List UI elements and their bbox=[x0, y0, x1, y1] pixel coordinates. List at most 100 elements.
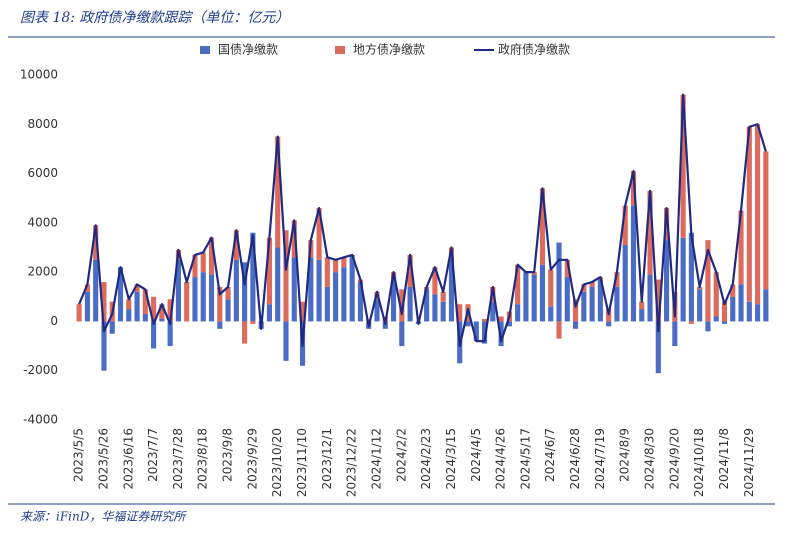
bar bbox=[349, 254, 355, 322]
bar bbox=[134, 291, 140, 322]
bar bbox=[697, 289, 703, 322]
bar bbox=[101, 321, 107, 371]
bar bbox=[531, 274, 537, 322]
bar bbox=[697, 286, 703, 290]
bar bbox=[275, 136, 281, 248]
bar bbox=[730, 296, 736, 322]
bar bbox=[539, 264, 546, 322]
y-tick-label: 2000 bbox=[27, 265, 58, 279]
bar bbox=[457, 304, 463, 322]
bar bbox=[117, 267, 124, 322]
bar bbox=[573, 321, 579, 329]
x-tick-label: 2024/2/23 bbox=[419, 428, 433, 490]
bar bbox=[713, 272, 719, 317]
bar bbox=[299, 301, 306, 322]
bar bbox=[341, 267, 347, 322]
bar bbox=[242, 321, 248, 344]
bar bbox=[473, 321, 479, 342]
bar bbox=[655, 321, 661, 374]
bar bbox=[275, 247, 281, 322]
y-tick-label: 4000 bbox=[27, 215, 58, 229]
legend-label: 地方债净缴款 bbox=[353, 42, 425, 57]
bar bbox=[506, 321, 512, 327]
bar bbox=[167, 299, 173, 322]
bar bbox=[448, 257, 455, 322]
x-tick-label: 2023/9/29 bbox=[245, 428, 259, 490]
bar bbox=[159, 318, 165, 322]
bar bbox=[233, 230, 239, 260]
bar bbox=[606, 309, 612, 322]
bar bbox=[515, 304, 521, 322]
x-tick-label: 2023/10/20 bbox=[270, 428, 284, 497]
bar bbox=[622, 245, 628, 322]
y-tick-label: -2000 bbox=[23, 363, 58, 377]
bar bbox=[763, 151, 769, 290]
legend-swatch bbox=[200, 46, 210, 54]
bar bbox=[159, 304, 165, 319]
x-tick-label: 2024/6/7 bbox=[543, 428, 557, 482]
bar bbox=[151, 296, 157, 322]
bar bbox=[200, 272, 206, 322]
x-tick-label: 2023/6/16 bbox=[121, 428, 135, 490]
x-tick-label: 2023/9/8 bbox=[221, 428, 235, 482]
bar bbox=[84, 284, 90, 292]
bar bbox=[333, 259, 339, 273]
bar bbox=[208, 237, 215, 275]
y-tick-label: 8000 bbox=[27, 117, 58, 131]
x-tick-label: 2024/3/15 bbox=[444, 428, 458, 490]
bar bbox=[755, 304, 761, 322]
bar bbox=[721, 301, 728, 322]
x-tick-label: 2023/7/7 bbox=[146, 428, 160, 482]
bar bbox=[266, 304, 272, 322]
bar bbox=[291, 220, 297, 258]
bar bbox=[175, 259, 181, 322]
x-tick-label: 2024/1/12 bbox=[369, 428, 383, 490]
bar bbox=[481, 321, 488, 344]
bar bbox=[614, 272, 620, 287]
x-tick-label: 2023/8/18 bbox=[196, 428, 210, 490]
x-tick-label: 2024/4/26 bbox=[494, 428, 508, 490]
x-tick-label: 2024/2/2 bbox=[394, 428, 408, 482]
bar bbox=[316, 208, 322, 260]
bar bbox=[746, 126, 752, 302]
bar bbox=[242, 262, 248, 322]
x-tick-label: 2024/10/18 bbox=[692, 428, 706, 497]
bar bbox=[374, 299, 380, 322]
x-tick-label: 2024/9/20 bbox=[667, 428, 681, 490]
bar bbox=[84, 291, 90, 322]
bar bbox=[481, 318, 488, 322]
bar bbox=[308, 257, 314, 322]
bar bbox=[225, 286, 231, 300]
legend-swatch bbox=[335, 46, 345, 54]
bar bbox=[324, 257, 330, 287]
bar bbox=[531, 272, 537, 275]
bar bbox=[134, 284, 140, 292]
y-tick-label: -4000 bbox=[23, 413, 58, 427]
bar bbox=[432, 267, 438, 295]
x-tick-label: 2023/11/10 bbox=[295, 428, 309, 497]
bar bbox=[763, 289, 769, 322]
bar bbox=[614, 286, 620, 322]
x-tick-label: 2024/11/29 bbox=[742, 428, 756, 497]
x-tick-label: 2024/11/8 bbox=[717, 428, 731, 490]
bar bbox=[142, 314, 148, 322]
bar bbox=[647, 190, 653, 275]
bar bbox=[680, 94, 686, 238]
bar bbox=[341, 257, 347, 268]
bar bbox=[498, 316, 504, 322]
bar bbox=[490, 286, 496, 302]
bar bbox=[291, 257, 297, 322]
bar bbox=[217, 286, 223, 322]
bar bbox=[556, 242, 562, 322]
bar bbox=[630, 205, 637, 322]
bar bbox=[76, 304, 82, 322]
bar bbox=[515, 264, 521, 305]
bar bbox=[217, 321, 223, 329]
bar bbox=[647, 274, 653, 322]
bar bbox=[680, 237, 686, 322]
bar bbox=[672, 321, 678, 347]
x-tick-label: 2024/5/17 bbox=[518, 428, 532, 490]
bar bbox=[407, 254, 413, 287]
bar bbox=[250, 232, 256, 322]
bar bbox=[746, 301, 752, 322]
